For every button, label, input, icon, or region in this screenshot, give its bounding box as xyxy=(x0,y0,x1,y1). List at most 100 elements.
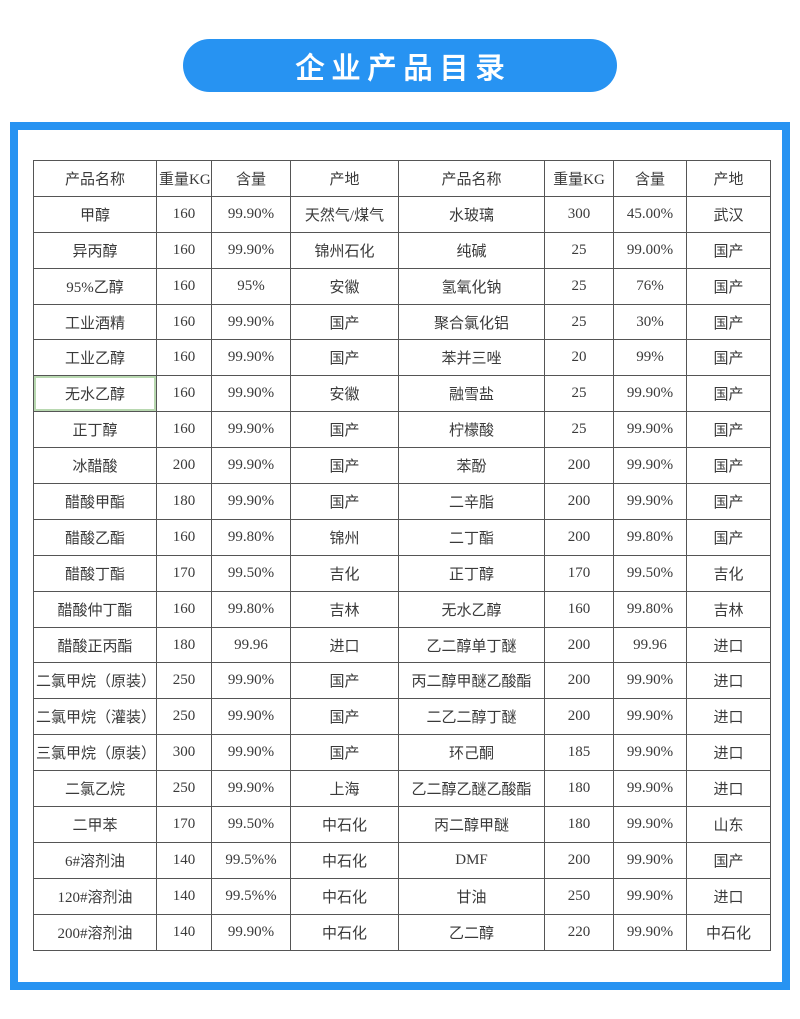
cell-origin: 中石化 xyxy=(290,806,399,843)
table-row: 工业酒精 160 99.90% 国产 聚合氯化铝 25 30% 国产 xyxy=(33,303,771,341)
cell-product-name: 甲醇 xyxy=(33,195,157,233)
cell-weight-kg: 200 xyxy=(156,447,212,485)
cell-origin: 锦州石化 xyxy=(290,231,399,269)
cell-origin: 安徽 xyxy=(290,375,399,413)
cell-content-pct: 99.90% xyxy=(211,734,291,772)
cell-content-pct: 99.90% xyxy=(211,411,291,449)
cell-origin: 安徽 xyxy=(290,267,399,305)
cell-weight-kg: 180 xyxy=(544,806,614,843)
table-row: 异丙醇 160 99.90% 锦州石化 纯碱 25 99.00% 国产 xyxy=(33,231,771,269)
column-header: 产地 xyxy=(686,160,771,197)
cell-product-name: 二辛脂 xyxy=(398,483,545,520)
cell-content-pct: 99.90% xyxy=(613,806,687,843)
column-header: 含量 xyxy=(211,160,291,197)
cell-weight-kg: 180 xyxy=(156,626,212,664)
table-row: 二甲苯 170 99.50% 中石化 丙二醇甲醚 180 99.90% 山东 xyxy=(33,806,771,843)
cell-weight-kg: 200 xyxy=(544,662,614,700)
cell-weight-kg: 200 xyxy=(544,626,614,664)
cell-product-name: 苯酚 xyxy=(398,447,545,485)
table-row: 二氯乙烷 250 99.90% 上海 乙二醇乙醚乙酸酯 180 99.90% 进口 xyxy=(33,770,771,808)
cell-product-name: 醋酸仲丁酯 xyxy=(33,590,157,628)
header-row: 产品名称 重量KG 含量 产地 产品名称 重量KG 含量 产地 xyxy=(33,160,771,197)
table-body: 甲醇 160 99.90% 天然气/煤气 水玻璃 300 45.00% 武汉 异丙醇 160 99.… xyxy=(33,195,771,951)
cell-weight-kg: 160 xyxy=(156,303,212,341)
cell-product-name: 二氯乙烷 xyxy=(33,770,157,808)
cell-product-name: 二乙二醇丁醚 xyxy=(398,698,545,736)
cell-content-pct: 99.50% xyxy=(211,806,291,843)
cell-origin: 武汉 xyxy=(686,195,771,233)
cell-origin: 国产 xyxy=(290,662,399,700)
cell-weight-kg: 250 xyxy=(156,770,212,808)
cell-product-name: 甘油 xyxy=(398,877,545,915)
table-row: 无水乙醇 160 99.90% 安徽 融雪盐 25 99.90% 国产 xyxy=(33,375,771,413)
cell-content-pct: 99.80% xyxy=(211,590,291,628)
cell-product-name: 无水乙醇 xyxy=(398,590,545,628)
cell-origin: 国产 xyxy=(290,411,399,449)
cell-content-pct: 99.00% xyxy=(613,231,687,269)
cell-content-pct: 99.90% xyxy=(613,770,687,808)
table-row: 醋酸丁酯 170 99.50% 吉化 正丁醇 170 99.50% 吉化 xyxy=(33,554,771,592)
cell-weight-kg: 160 xyxy=(156,339,212,377)
column-header: 产品名称 xyxy=(33,160,157,197)
cell-weight-kg: 180 xyxy=(544,770,614,808)
cell-product-name: 120#溶剂油 xyxy=(33,877,157,915)
cell-weight-kg: 250 xyxy=(156,662,212,700)
cell-weight-kg: 20 xyxy=(544,339,614,377)
cell-origin: 中石化 xyxy=(686,913,771,951)
cell-product-name: 二甲苯 xyxy=(33,806,157,843)
cell-weight-kg: 25 xyxy=(544,231,614,269)
cell-product-name: 200#溶剂油 xyxy=(33,913,157,951)
cell-weight-kg: 25 xyxy=(544,267,614,305)
cell-content-pct: 76% xyxy=(613,267,687,305)
cell-content-pct: 99.90% xyxy=(211,231,291,269)
cell-origin: 国产 xyxy=(290,483,399,520)
cell-product-name: 水玻璃 xyxy=(398,195,545,233)
cell-content-pct: 99.90% xyxy=(211,483,291,520)
column-header: 重量KG xyxy=(544,160,614,197)
cell-content-pct: 99.90% xyxy=(613,411,687,449)
cell-product-name: 环己酮 xyxy=(398,734,545,772)
cell-origin: 国产 xyxy=(290,698,399,736)
cell-content-pct: 99.90% xyxy=(211,339,291,377)
cell-weight-kg: 180 xyxy=(156,483,212,520)
cell-origin: 进口 xyxy=(686,877,771,915)
cell-weight-kg: 200 xyxy=(544,698,614,736)
cell-content-pct: 99.90% xyxy=(613,483,687,520)
cell-content-pct: 99.90% xyxy=(211,662,291,700)
cell-content-pct: 99.50% xyxy=(613,554,687,592)
table-row: 冰醋酸 200 99.90% 国产 苯酚 200 99.90% 国产 xyxy=(33,447,771,485)
cell-content-pct: 99.80% xyxy=(613,590,687,628)
cell-weight-kg: 185 xyxy=(544,734,614,772)
table-row: 200#溶剂油 140 99.90% 中石化 乙二醇 220 99.90% 中石化 xyxy=(33,913,771,951)
cell-product-name: 醋酸丁酯 xyxy=(33,554,157,592)
cell-content-pct: 99.90% xyxy=(613,662,687,700)
page-title-banner: 企业产品目录 xyxy=(183,39,617,92)
cell-origin: 国产 xyxy=(686,411,771,449)
cell-product-name: 醋酸甲酯 xyxy=(33,483,157,520)
cell-content-pct: 99.90% xyxy=(211,375,291,413)
cell-origin: 进口 xyxy=(686,734,771,772)
cell-origin: 上海 xyxy=(290,770,399,808)
cell-weight-kg: 160 xyxy=(156,590,212,628)
cell-product-name: 异丙醇 xyxy=(33,231,157,269)
cell-weight-kg: 200 xyxy=(544,447,614,485)
cell-origin: 吉林 xyxy=(290,590,399,628)
cell-weight-kg: 250 xyxy=(156,698,212,736)
cell-product-name: 乙二醇单丁醚 xyxy=(398,626,545,664)
cell-content-pct: 99.80% xyxy=(211,518,291,556)
table-row: 工业乙醇 160 99.90% 国产 苯并三唑 20 99% 国产 xyxy=(33,339,771,377)
cell-product-name: 柠檬酸 xyxy=(398,411,545,449)
table-row: 正丁醇 160 99.90% 国产 柠檬酸 25 99.90% 国产 xyxy=(33,411,771,449)
cell-product-name: 苯并三唑 xyxy=(398,339,545,377)
cell-product-name: 冰醋酸 xyxy=(33,447,157,485)
cell-weight-kg: 200 xyxy=(544,483,614,520)
cell-weight-kg: 170 xyxy=(156,554,212,592)
table-row: 醋酸正丙酯 180 99.96 进口 乙二醇单丁醚 200 99.96 进口 xyxy=(33,626,771,664)
cell-weight-kg: 25 xyxy=(544,411,614,449)
cell-origin: 进口 xyxy=(686,770,771,808)
cell-weight-kg: 300 xyxy=(156,734,212,772)
cell-content-pct: 99.90% xyxy=(211,303,291,341)
column-header: 产品名称 xyxy=(398,160,545,197)
cell-weight-kg: 160 xyxy=(156,267,212,305)
cell-origin: 吉化 xyxy=(686,554,771,592)
